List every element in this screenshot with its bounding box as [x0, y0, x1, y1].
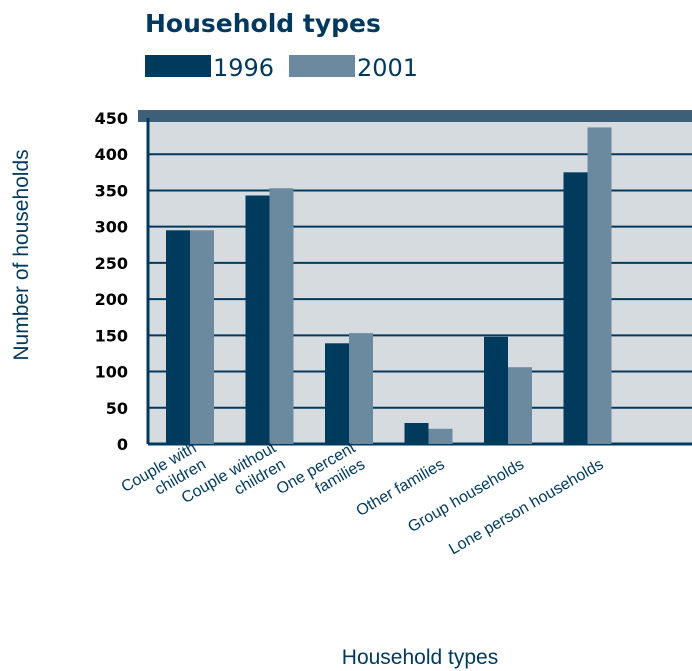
x-tick-label: Lone person households — [446, 456, 606, 558]
bar-1996-2 — [325, 343, 349, 444]
bar-2001-4 — [508, 367, 532, 444]
y-tick-label: 50 — [106, 399, 128, 418]
bar-2001-2 — [349, 333, 373, 444]
x-axis-label: Household types — [342, 646, 498, 669]
y-tick-label: 150 — [95, 326, 128, 345]
y-tick-label: 100 — [95, 363, 128, 382]
y-tick-label: 200 — [95, 290, 128, 309]
bar-2001-0 — [190, 230, 214, 444]
bar-2001-1 — [269, 188, 294, 444]
bar-1996-0 — [166, 230, 190, 444]
y-tick-label: 250 — [95, 254, 128, 273]
y-tick-label: 450 — [95, 109, 128, 128]
x-tick-label-line: Lone person households — [446, 456, 606, 558]
bar-2001-3 — [428, 428, 453, 444]
y-axis-ticks: 0 50 100 150 200 250 300 350 400 450 — [95, 109, 128, 454]
plot-top-band — [138, 110, 692, 122]
bar-1996-5 — [563, 172, 588, 445]
y-tick-label: 350 — [95, 181, 128, 200]
y-tick-label: 400 — [95, 145, 128, 164]
bars — [166, 127, 612, 445]
y-axis-label: Number of households — [10, 149, 33, 360]
bar-1996-1 — [245, 195, 270, 444]
legend-label-1996: 1996 — [213, 54, 274, 82]
y-tick-label: 300 — [95, 218, 128, 237]
legend-swatch-1996 — [145, 55, 211, 77]
bar-1996-4 — [484, 336, 508, 444]
y-tick-label: 0 — [117, 435, 128, 454]
bar-1996-3 — [404, 422, 429, 444]
legend-swatch-2001 — [289, 55, 355, 77]
legend-label-2001: 2001 — [357, 54, 418, 82]
legend: 1996 2001 — [145, 54, 418, 82]
bar-2001-5 — [587, 127, 612, 444]
chart-title: Household types — [145, 9, 381, 38]
